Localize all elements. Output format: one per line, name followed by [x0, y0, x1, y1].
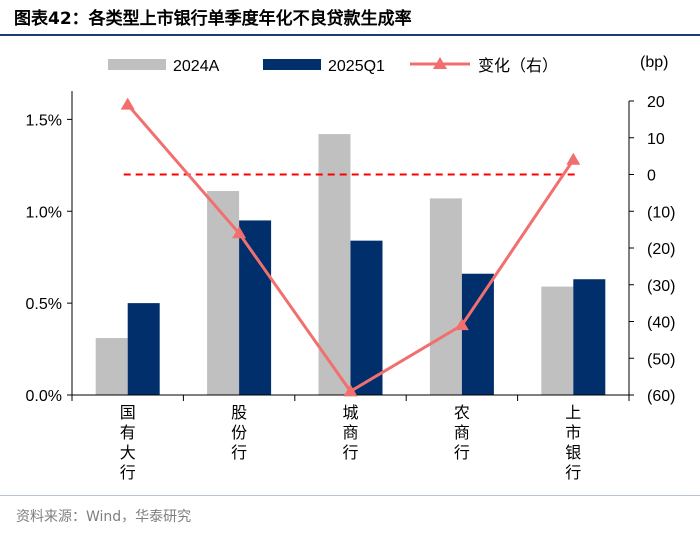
legend-swatch-2024a [108, 59, 166, 70]
right-axis-tick-label: (40) [647, 315, 675, 332]
legend-label: 2024A [173, 58, 220, 75]
x-axis-category-label: 城商行 [342, 404, 358, 462]
left-axis-tick-label: 0.0% [26, 388, 62, 405]
left-axis-tick-label: 0.5% [26, 296, 62, 313]
bar-2024a-4 [541, 286, 574, 395]
legend-swatch-2025q1 [263, 59, 321, 70]
footer-divider [0, 495, 700, 496]
x-axis-category-label: 农商行 [454, 404, 470, 462]
change-point-marker-4 [566, 152, 581, 165]
bar-2025q1-4 [573, 279, 606, 395]
x-axis-category-label: 国有大行 [120, 405, 136, 482]
left-axis-tick-label: 1.5% [26, 112, 62, 129]
legend-label: 变化（右） [478, 57, 558, 75]
bar-2024a-2 [318, 134, 351, 395]
change-point-marker-1 [232, 226, 247, 239]
left-axis-tick-label: 1.0% [26, 204, 62, 221]
bars [95, 134, 606, 395]
bar-2025q1-0 [127, 303, 160, 395]
chart-title: 图表42：各类型上市银行单季度年化不良贷款生成率 [14, 9, 412, 29]
bar-2024a-1 [207, 191, 240, 395]
right-axis-tick-label: 0 [647, 168, 656, 185]
legend: 2024A 2025Q1 变化（右） [108, 57, 558, 75]
bar-2024a-0 [95, 338, 128, 395]
axes: 0.0% 0.5% 1.0% 1.5% 20 10 0 (10) (20) (30) (40) (50… [26, 54, 676, 405]
source-note: 资料来源：Wind，华泰研究 [16, 509, 192, 525]
x-axis-category-label: 股份行 [231, 404, 247, 462]
chart: 2024A 2025Q1 变化（右） 0.0% 0.5% 1.0% 1.5% 20 10 0 (1… [26, 54, 676, 482]
bar-2025q1-2 [350, 240, 383, 395]
title-divider [0, 34, 700, 36]
change-line [120, 97, 581, 397]
right-axis-tick-label: (60) [647, 388, 675, 405]
right-axis-tick-label: (30) [647, 278, 675, 295]
change-point-marker-0 [120, 97, 135, 110]
right-axis-tick-label: (10) [647, 204, 675, 221]
bar-2024a-3 [429, 198, 462, 395]
legend-label: 2025Q1 [328, 58, 385, 75]
x-axis-category-label: 上市银行 [565, 404, 581, 482]
right-axis-tick-label: 20 [647, 94, 665, 111]
right-axis-tick-label: (50) [647, 351, 675, 368]
change-point-marker-2 [343, 384, 358, 397]
right-axis-tick-label: 10 [647, 131, 665, 148]
change-point-marker-3 [454, 318, 469, 331]
right-axis-tick-label: (20) [647, 241, 675, 258]
legend-triangle-marker [433, 57, 447, 69]
bar-2025q1-1 [239, 220, 272, 395]
x-axis-labels: 国有大行 股份行 城商行 农商行 上市银行 [120, 404, 582, 482]
bar-2025q1-3 [461, 273, 494, 395]
right-axis-unit-label: (bp) [640, 54, 668, 71]
